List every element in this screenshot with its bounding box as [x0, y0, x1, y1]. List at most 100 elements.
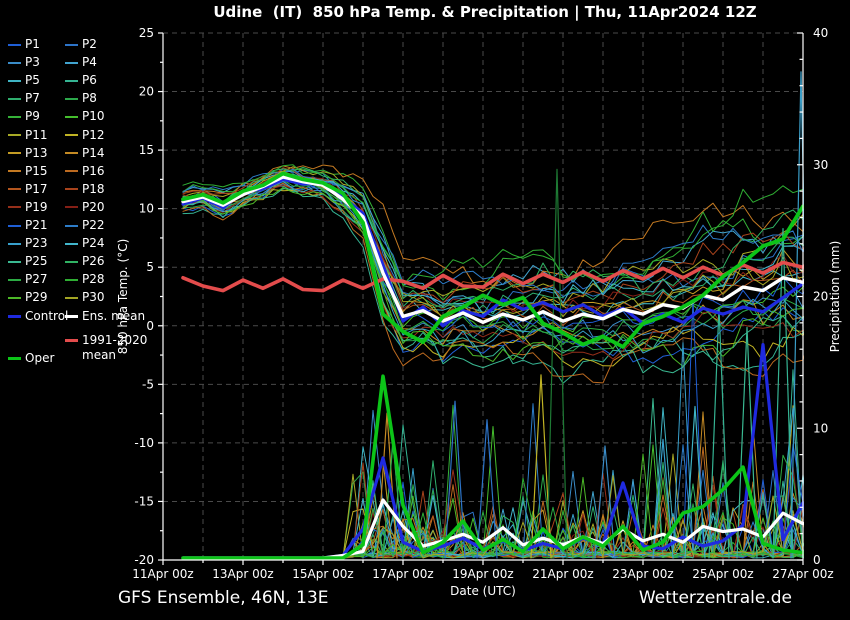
precip-spike	[652, 438, 674, 559]
precip-spike	[736, 326, 758, 559]
legend-item-p26-label: P26	[82, 254, 105, 269]
legend-item-p8-label: P8	[82, 91, 97, 106]
axis-tick-labels: 25 20 15 10 5 0 -5 -10 -15 -20 40 30 20 10 0 11Apr 00z 1…	[116, 26, 842, 581]
legend-item-p7-label: P7	[25, 91, 40, 106]
legend-item-p26: P26	[65, 253, 105, 270]
precip-spike	[805, 202, 825, 558]
legend-item-p15-label: P15	[25, 163, 48, 178]
legend-item-1991-2020-mean-swatch-icon	[65, 339, 78, 342]
legend-item-p14: P14	[65, 145, 105, 162]
legend-row: P27 P28	[6, 271, 158, 288]
legend-item-p28: P28	[65, 271, 105, 288]
legend-item-p3-swatch-icon	[8, 61, 21, 64]
member-temp-line	[182, 184, 804, 360]
left-tick-label: 0	[146, 319, 154, 333]
legend-item-p14-label: P14	[82, 145, 105, 160]
right-tick-label: 30	[813, 158, 828, 172]
legend-item-p16: P16	[65, 163, 105, 180]
legend-row: Control Ens. mean	[6, 308, 158, 325]
legend-item-p12: P12	[65, 127, 105, 144]
legend-item-p2-swatch-icon	[65, 43, 78, 46]
legend-item-p20: P20	[65, 199, 105, 216]
legend-item-ens-mean: Ens. mean	[65, 308, 145, 325]
precip-spike	[772, 228, 794, 559]
series-oper-precip	[181, 374, 804, 560]
legend-row: P7 P8	[6, 90, 158, 107]
legend-item-p26-swatch-icon	[65, 260, 78, 263]
series-1991-2020-mean-temp	[181, 260, 804, 293]
legend-item-p7: P7	[8, 90, 40, 107]
left-tick-label: -15	[134, 494, 154, 508]
legend-item-p28-swatch-icon	[65, 278, 78, 281]
legend-item-p22-label: P22	[82, 218, 105, 232]
legend-clim-label-2: mean	[82, 348, 117, 362]
legend-item-control: Control	[8, 308, 68, 325]
legend-item-p9-swatch-icon	[8, 115, 21, 118]
right-tick-label: 0	[813, 553, 821, 567]
legend-row: P11 P12	[6, 127, 158, 144]
legend-item-p6-swatch-icon	[65, 79, 78, 82]
legend-item-p2-label: P2	[82, 37, 97, 51]
legend-item-p16-swatch-icon	[65, 170, 78, 173]
legend-item-p1-label: P1	[25, 37, 40, 51]
legend-item-p27-label: P27	[25, 272, 48, 287]
legend-item-p24: P24	[65, 235, 105, 252]
left-tick-label: 5	[146, 260, 154, 274]
legend-item-p13-swatch-icon	[8, 152, 21, 155]
legend-item-p10: P10	[65, 108, 105, 125]
legend-item-p6-label: P6	[82, 73, 97, 88]
right-axis-title: Precipitation (mm)	[828, 241, 842, 353]
legend-item-p29-label: P29	[25, 290, 48, 305]
legend-item-p17-label: P17	[25, 181, 48, 196]
legend-item-p25-swatch-icon	[8, 260, 21, 263]
legend-item-ens-mean-swatch-icon	[65, 314, 78, 318]
legend-item-p2: P2	[65, 36, 97, 53]
left-tick-label: 10	[139, 202, 154, 216]
precip-spike	[530, 374, 552, 559]
left-tick-label: -20	[134, 553, 154, 567]
legend-item-p12-label: P12	[82, 127, 105, 142]
legend-item-p1-swatch-icon	[8, 43, 21, 46]
chart-title: Udine (IT) 850 hPa Temp. & Precipitation…	[213, 3, 757, 21]
legend-item-p10-label: P10	[82, 109, 105, 124]
legend-item-p8-swatch-icon	[65, 97, 78, 100]
legend-item-p23-swatch-icon	[8, 242, 21, 245]
legend-item-p15: P15	[8, 163, 48, 180]
legend-item-p20-label: P20	[82, 199, 105, 214]
right-tick-label: 10	[813, 421, 828, 435]
series-control-temp	[181, 177, 804, 328]
legend-item-p9: P9	[8, 108, 40, 125]
right-tick-label: 20	[813, 290, 828, 304]
legend-item-p22-swatch-icon	[65, 224, 78, 227]
legend-item-p16-label: P16	[82, 163, 105, 178]
legend-item-p15-swatch-icon	[8, 170, 21, 173]
legend-row: P23 P24	[6, 235, 158, 252]
legend-row: P15 P16	[6, 163, 158, 180]
legend-item-p4: P4	[65, 54, 97, 71]
legend-item-p24-swatch-icon	[65, 242, 78, 245]
legend-clim-label-1: 1991-2020	[82, 333, 148, 347]
member-temp-line	[182, 166, 804, 309]
legend-row: P19 P20	[6, 199, 158, 216]
x-tick-label: 13Apr 00z	[212, 567, 273, 581]
axes	[158, 32, 804, 565]
legend-item-p25-label: P25	[25, 254, 48, 269]
x-axis-title: Date (UTC)	[450, 584, 516, 598]
legend-item-p4-swatch-icon	[65, 61, 78, 64]
wetterzentrale-credit: Wetterzentrale.de	[638, 588, 792, 608]
legend-item-control-label: Control	[25, 308, 69, 323]
legend-item-p23-label: P23	[25, 236, 48, 251]
legend-item-p13: P13	[8, 145, 48, 162]
legend-item-p13-label: P13	[25, 145, 48, 160]
legend-item-p9-label: P9	[25, 109, 40, 124]
x-tick-label: 23Apr 00z	[612, 567, 673, 581]
x-tick-label: 27Apr 00z	[772, 567, 833, 581]
legend-item-p5: P5	[8, 72, 40, 89]
legend-item-p29: P29	[8, 289, 48, 306]
legend-item-p6: P6	[65, 72, 97, 89]
legend-item-p5-label: P5	[25, 73, 40, 88]
legend-item-p3-label: P3	[25, 55, 40, 70]
legend-item-oper: Oper	[8, 350, 54, 367]
legend-item-p19-label: P19	[25, 199, 48, 214]
